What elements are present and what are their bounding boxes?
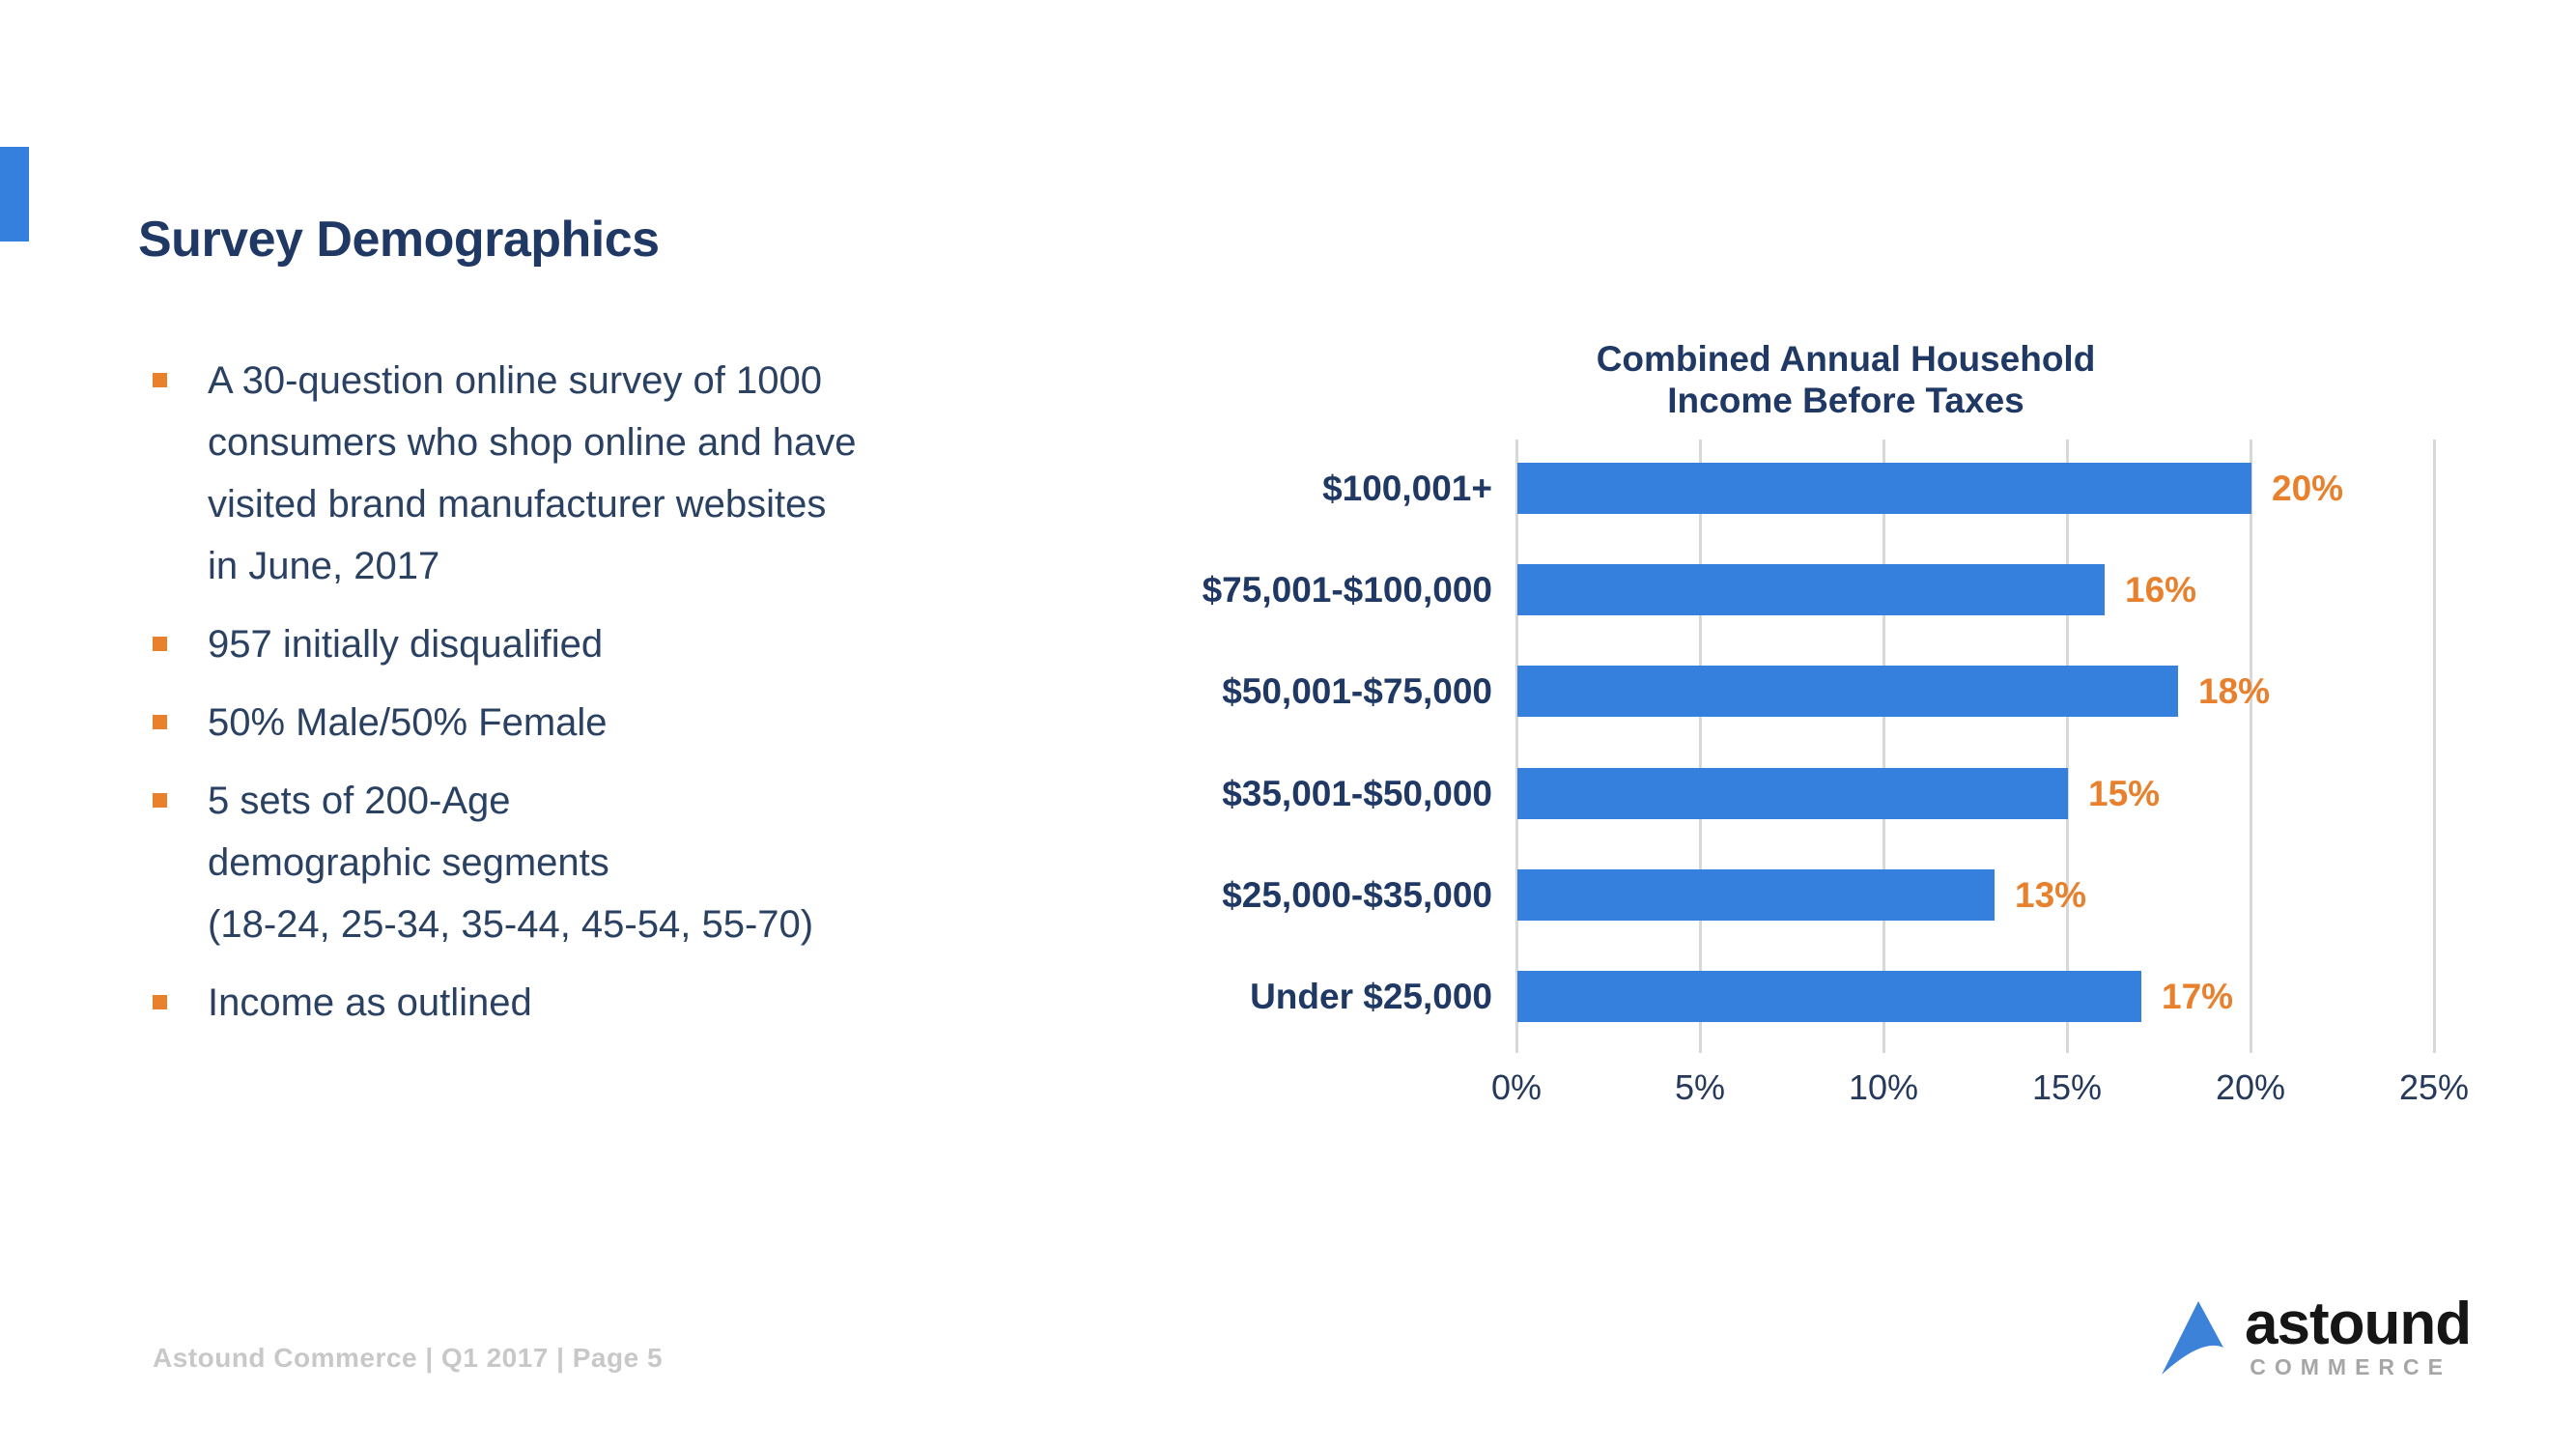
bullet-line: 957 initially disqualified — [208, 623, 604, 666]
astound-commerce-logo: astound COMMERCE — [2160, 1294, 2478, 1391]
gridline — [2066, 440, 2069, 1053]
bullet-item: A 30-question online survey of 1000 consu… — [153, 350, 1022, 597]
x-axis-tick-label: 20% — [2215, 1067, 2286, 1107]
chart-title-line-1: Combined Annual Household — [1596, 339, 2096, 379]
category-label: $75,001-$100,000 — [1202, 570, 1492, 610]
category-label: $100,001+ — [1322, 469, 1492, 508]
bullet-list: A 30-question online survey of 1000 consu… — [153, 350, 1022, 1050]
x-axis-tick-label: 0% — [1490, 1067, 1543, 1107]
bar-value-label: 15% — [2088, 774, 2161, 813]
bar-row: 15% — [1516, 768, 2434, 819]
bullet-line: in June, 2017 — [208, 545, 440, 587]
bullet-line: 5 sets of 200-Age — [208, 780, 511, 822]
bullet-line: visited brand manufacturer websites — [208, 483, 827, 526]
bullet-line: Income as outlined — [208, 981, 532, 1024]
category-label: $35,001-$50,000 — [1222, 774, 1492, 813]
income-bar-chart: Combined Annual Household Income Before … — [1203, 338, 2479, 1111]
bar-row: 18% — [1516, 666, 2434, 717]
category-label: $25,000-$35,000 — [1222, 875, 1492, 915]
category-label: $50,001-$75,000 — [1222, 671, 1492, 711]
bar — [1517, 666, 2178, 717]
bar-value-label: 16% — [2125, 570, 2197, 610]
gridline — [1882, 440, 1885, 1053]
bar-row: 13% — [1516, 869, 2434, 921]
gridline — [2250, 440, 2252, 1053]
bullet-line: A 30-question online survey of 1000 — [208, 359, 822, 402]
bullet-line: consumers who shop online and have — [208, 421, 857, 464]
bullet-line: 50% Male/50% Female — [208, 701, 608, 744]
chart-title-line-2: Income Before Taxes — [1667, 381, 2024, 420]
x-axis-tick-label: 10% — [1848, 1067, 1919, 1107]
bullet-square-icon — [153, 995, 167, 1009]
bullet-line: demographic segments — [208, 841, 609, 884]
bullet-square-icon — [153, 715, 167, 729]
page-title: Survey Demographics — [138, 211, 660, 268]
x-axis-tick-label: 5% — [1674, 1067, 1726, 1107]
bullet-square-icon — [153, 637, 167, 651]
bar — [1517, 768, 2068, 819]
bar — [1517, 869, 1995, 921]
x-axis-tick-label: 25% — [2398, 1067, 2470, 1107]
footer-text: Astound Commerce | Q1 2017 | Page 5 — [153, 1343, 664, 1373]
bar — [1517, 463, 2251, 514]
bar — [1517, 564, 2105, 615]
bar-value-label: 13% — [2015, 875, 2087, 915]
bullet-item: 957 initially disqualified — [153, 613, 1022, 675]
title-accent-bar — [0, 147, 29, 242]
gridline — [1699, 440, 1702, 1053]
bullet-square-icon — [153, 793, 167, 808]
bullet-line: (18-24, 25-34, 35-44, 45-54, 55-70) — [208, 903, 814, 946]
bar-value-label: 20% — [2272, 469, 2344, 508]
bullet-item: 5 sets of 200-Age demographic segments (18… — [153, 770, 1022, 955]
logo-arrow-icon — [2162, 1301, 2223, 1375]
bar-row: 20% — [1516, 463, 2434, 514]
chart-plot-area: 0% 5% 10% 15% 20% 25% 20% $100,001+ 16% $75,001-$… — [1203, 440, 2469, 1107]
bullet-square-icon — [153, 373, 167, 387]
logo-subtext: COMMERCE — [2250, 1354, 2451, 1379]
bullet-item: Income as outlined — [153, 972, 1022, 1034]
x-axis-tick-label: 15% — [2031, 1067, 2103, 1107]
bar-row: 17% — [1516, 971, 2434, 1022]
gridline — [1515, 440, 1518, 1053]
category-label: Under $25,000 — [1250, 977, 1492, 1016]
bar-value-label: 17% — [2162, 977, 2234, 1016]
gridline — [2433, 440, 2436, 1053]
bar-row: 16% — [1516, 564, 2434, 615]
chart-title: Combined Annual Household Income Before … — [1212, 338, 2479, 421]
bullet-item: 50% Male/50% Female — [153, 692, 1022, 753]
bar — [1517, 971, 2141, 1022]
logo-wordmark: astound — [2245, 1291, 2472, 1357]
bar-value-label: 18% — [2198, 671, 2271, 711]
